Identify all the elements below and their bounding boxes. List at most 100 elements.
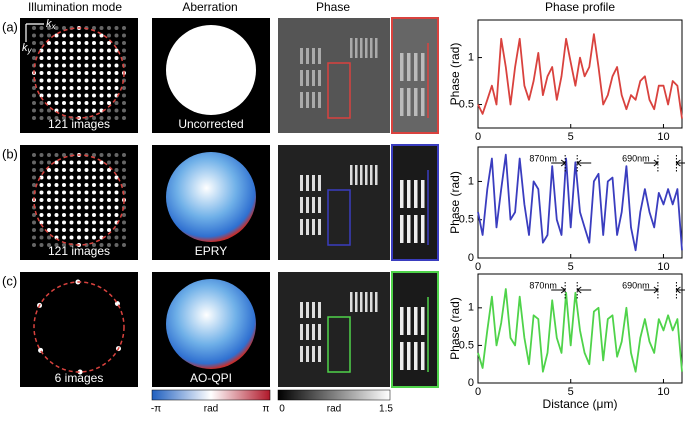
target-bar bbox=[312, 219, 315, 235]
led bbox=[107, 116, 111, 120]
led bbox=[69, 71, 74, 75]
led bbox=[47, 243, 51, 247]
annotation-arrow bbox=[643, 286, 685, 294]
led bbox=[69, 93, 74, 98]
led bbox=[114, 108, 119, 113]
aberration-caption: EPRY bbox=[195, 244, 227, 258]
led bbox=[39, 48, 44, 53]
led bbox=[54, 101, 59, 105]
row-label: (a) bbox=[2, 19, 18, 34]
pupil bbox=[166, 152, 256, 242]
k-axis bbox=[25, 23, 44, 42]
led bbox=[84, 78, 89, 83]
x-tick-label: 10 bbox=[657, 131, 669, 143]
led bbox=[62, 56, 66, 60]
inset-bar bbox=[414, 180, 418, 208]
led bbox=[47, 71, 51, 75]
led bbox=[77, 41, 81, 45]
target-bar bbox=[300, 324, 303, 340]
led bbox=[92, 101, 96, 105]
y-axis-label: Phase (rad) bbox=[448, 171, 462, 234]
led bbox=[69, 205, 74, 210]
led bbox=[92, 168, 96, 172]
y-tick-label: 0.5 bbox=[459, 98, 474, 110]
target-bar bbox=[300, 70, 303, 86]
colorbar bbox=[277, 389, 391, 401]
led bbox=[114, 175, 119, 180]
led bbox=[114, 235, 119, 240]
annotation: 870nm bbox=[529, 280, 557, 290]
led bbox=[32, 175, 36, 180]
colorbar-label: rad bbox=[204, 404, 218, 415]
phase-panel bbox=[278, 145, 390, 260]
led bbox=[54, 213, 59, 217]
colorbar-label: rad bbox=[327, 404, 341, 415]
zoom-box bbox=[327, 189, 351, 246]
column-header: Phase bbox=[316, 0, 350, 14]
led bbox=[47, 108, 51, 113]
led bbox=[122, 116, 126, 120]
led bbox=[62, 41, 66, 45]
target-bar bbox=[318, 48, 321, 64]
led bbox=[39, 213, 44, 217]
target-bar bbox=[365, 165, 368, 185]
led bbox=[84, 33, 89, 38]
inset-bar bbox=[407, 342, 411, 370]
led bbox=[122, 93, 126, 98]
led bbox=[107, 86, 111, 90]
led bbox=[69, 228, 74, 232]
illumination-caption: 6 images bbox=[55, 371, 104, 385]
colorbar-label: 1.5 bbox=[379, 404, 393, 415]
led bbox=[114, 228, 119, 232]
led bbox=[84, 198, 89, 202]
target-bar bbox=[370, 38, 373, 58]
row-label: (b) bbox=[2, 146, 18, 161]
phase-panel bbox=[278, 18, 390, 133]
led bbox=[32, 93, 36, 98]
led bbox=[77, 190, 81, 195]
led bbox=[39, 71, 44, 75]
led bbox=[62, 205, 66, 210]
k-sub: y bbox=[27, 46, 33, 55]
led bbox=[84, 93, 89, 98]
led bbox=[114, 56, 119, 60]
target-bar bbox=[312, 346, 315, 362]
led bbox=[99, 71, 104, 75]
inset-bar bbox=[407, 180, 411, 208]
target-bar bbox=[300, 48, 303, 64]
led bbox=[32, 108, 36, 113]
led bbox=[99, 220, 104, 225]
led bbox=[114, 213, 119, 217]
led bbox=[77, 175, 81, 180]
led bbox=[62, 213, 66, 217]
led bbox=[32, 243, 36, 247]
led bbox=[47, 183, 51, 187]
target-bar bbox=[306, 302, 309, 318]
target-bar bbox=[360, 292, 363, 312]
led bbox=[99, 93, 104, 98]
led bbox=[122, 183, 126, 187]
led bbox=[62, 63, 66, 68]
led bbox=[99, 86, 104, 90]
led bbox=[99, 41, 104, 45]
led bbox=[77, 235, 81, 240]
led bbox=[77, 168, 81, 172]
k-label: kx bbox=[46, 18, 57, 31]
target-bar bbox=[370, 292, 373, 312]
led bbox=[62, 198, 66, 202]
x-tick-label: 10 bbox=[657, 386, 669, 398]
led bbox=[32, 183, 36, 187]
led bbox=[77, 108, 81, 113]
led bbox=[107, 41, 111, 45]
led bbox=[54, 175, 59, 180]
led bbox=[39, 63, 44, 68]
led bbox=[77, 48, 81, 53]
led bbox=[47, 93, 51, 98]
led bbox=[32, 168, 36, 172]
colorbar-label: π bbox=[263, 404, 270, 415]
led bbox=[99, 183, 104, 187]
led bbox=[32, 235, 36, 240]
led bbox=[69, 63, 74, 68]
led bbox=[107, 153, 111, 157]
led bbox=[77, 228, 81, 232]
